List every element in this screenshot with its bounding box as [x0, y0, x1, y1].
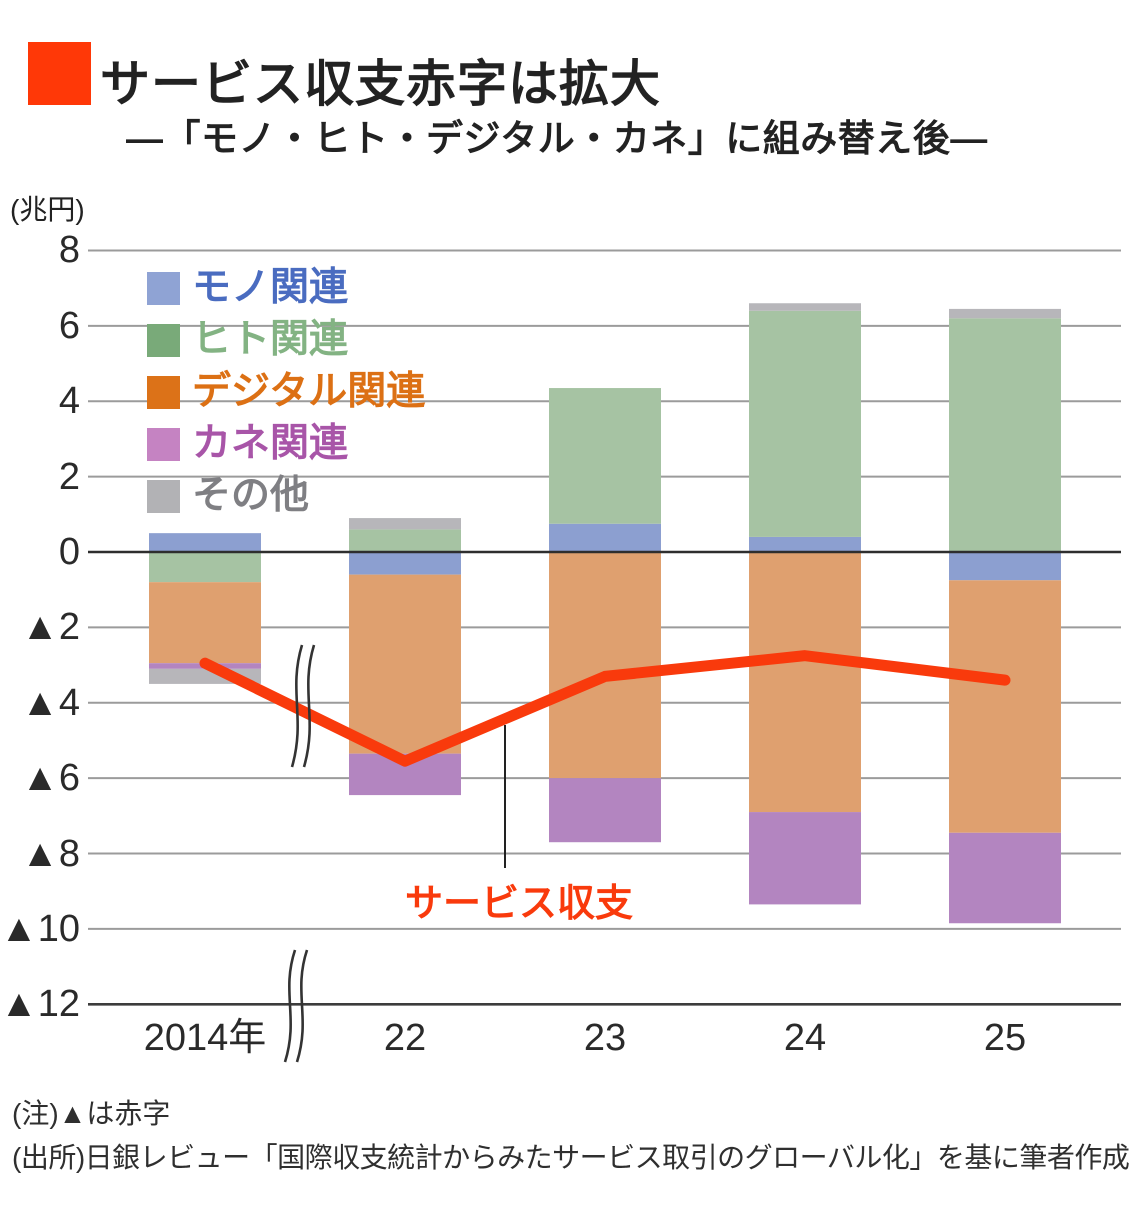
bar-segment	[349, 529, 461, 552]
legend-item: カネ関連	[147, 418, 425, 470]
bar-segment	[949, 318, 1061, 552]
bar-segment	[349, 552, 461, 575]
service-balance-line	[199, 650, 1011, 767]
legend-swatch	[147, 479, 180, 513]
y-axis-tick-label: 4	[58, 380, 80, 423]
legend-item: ヒト関連	[147, 314, 425, 366]
x-axis-tick-label: 23	[583, 1017, 627, 1059]
legend-label: ヒト関連	[192, 318, 349, 361]
legend-swatch	[147, 323, 180, 357]
bar-segment	[149, 552, 261, 583]
note-source: (出所)日銀レビュー「国際収支統計からみたサービス取引のグローバル化」を基に筆者…	[12, 1142, 1130, 1173]
y-axis-tick-label: ▲2	[21, 606, 80, 649]
y-axis-tick-label: ▲4	[21, 681, 80, 724]
page-subtitle: —「モノ・ヒト・デジタル・カネ」に組み替え後—	[126, 118, 988, 159]
legend-item: その他	[147, 470, 425, 522]
y-axis-tick-label: 8	[58, 229, 80, 272]
bar-segment	[749, 310, 861, 537]
bar-segment	[949, 580, 1061, 833]
service-balance-line-label: サービス収支	[405, 883, 634, 925]
y-axis-tick-label: ▲8	[21, 832, 80, 875]
bar-segment	[749, 536, 861, 552]
title-bullet-square	[28, 42, 91, 105]
legend-label: カネ関連	[192, 422, 349, 465]
bar-segment	[749, 303, 861, 311]
bar-segment	[749, 812, 861, 905]
y-axis-tick-label: ▲12	[0, 983, 80, 1026]
bar-segment	[549, 552, 661, 779]
axis-break-mark	[295, 949, 309, 1063]
axis-break-mark	[283, 949, 297, 1063]
y-axis-tick-label: ▲10	[0, 907, 80, 950]
x-axis-tick-label: 2014年	[143, 1017, 267, 1059]
legend-label: デジタル関連	[192, 370, 426, 413]
bar-segment	[749, 552, 861, 813]
x-axis-tick-label: 24	[783, 1017, 827, 1059]
x-axis-tick-label: 22	[383, 1017, 427, 1059]
legend: モノ関連ヒト関連デジタル関連 カネ関連その他	[147, 262, 425, 522]
bar-segment	[549, 778, 661, 843]
bar-segment	[149, 533, 261, 552]
legend-swatch	[147, 375, 180, 409]
legend-swatch	[147, 271, 180, 305]
legend-label: モノ関連	[192, 266, 349, 309]
y-axis-unit-label: (兆円)	[10, 194, 85, 225]
bar-segment	[549, 388, 661, 524]
y-axis-tick-label: 2	[58, 455, 80, 498]
legend-label: その他	[192, 474, 310, 517]
page-title: サービス収支赤字は拡大	[100, 56, 661, 112]
y-axis-tick-label: 6	[58, 304, 80, 347]
bar-segment	[349, 574, 461, 754]
axis-break-mark	[290, 644, 304, 768]
bar-segment	[149, 582, 261, 664]
bar-segment	[949, 832, 1061, 924]
legend-item: モノ関連	[147, 262, 425, 314]
x-axis-tick-label: 25	[983, 1017, 1027, 1059]
axis-break-mark	[302, 644, 316, 768]
bar-segment	[949, 552, 1061, 581]
note-deficit: (注)▲は赤字	[12, 1098, 171, 1129]
bar-segment	[549, 523, 661, 552]
bar-segment	[949, 308, 1061, 319]
legend-swatch	[147, 427, 180, 461]
y-axis-tick-label: ▲6	[21, 757, 80, 800]
y-axis-tick-label: 0	[58, 531, 80, 573]
legend-item: デジタル関連	[147, 366, 425, 418]
bar-segment	[349, 518, 461, 530]
